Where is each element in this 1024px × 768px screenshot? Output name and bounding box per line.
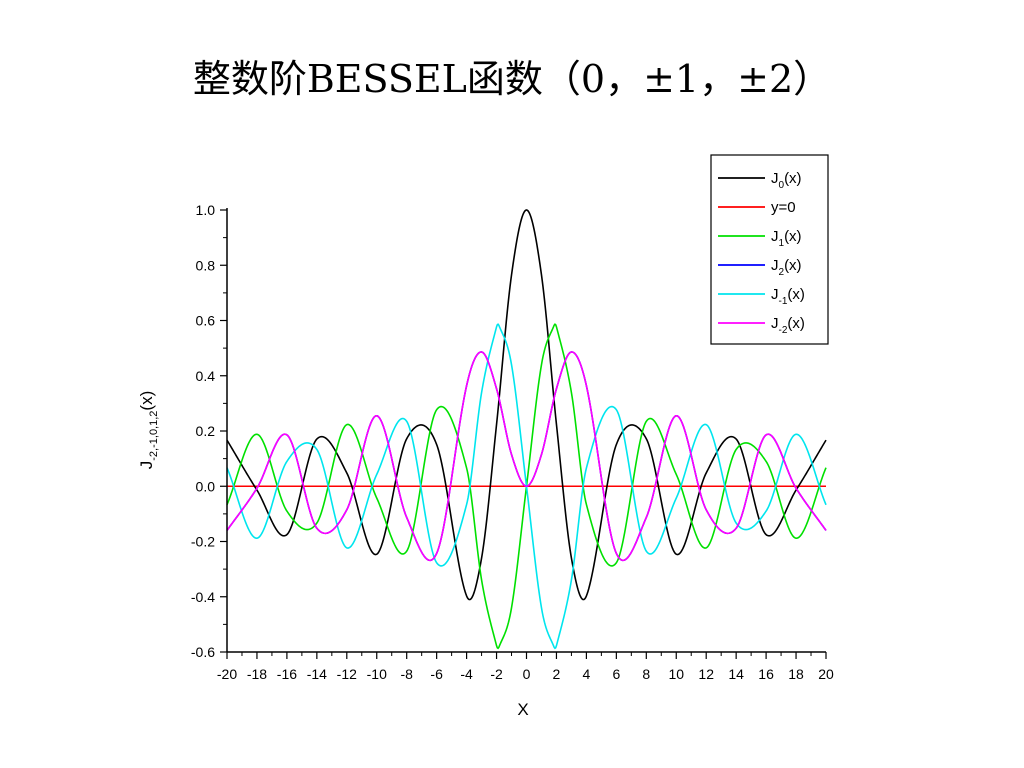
y-tick-label: 0.6 (196, 313, 216, 329)
legend-box (710, 154, 829, 345)
y-tick-label: 0.0 (196, 478, 216, 494)
y-tick-label: -0.6 (191, 644, 215, 660)
y-tick-label: -0.4 (191, 589, 215, 605)
y-tick-label: 0.4 (196, 368, 216, 384)
legend-label: J0(x) (771, 170, 802, 191)
legend: J0(x) y=0 J1(x) J2(x) J-1(x) J-2(x) (710, 154, 829, 345)
y-tick-label: -0.2 (191, 534, 215, 550)
x-tick-label: -14 (307, 666, 327, 682)
y-tick-label: 1.0 (196, 202, 216, 218)
x-tick-label: 8 (642, 666, 650, 682)
y-tick-label: 0.2 (196, 423, 216, 439)
legend-label: J2(x) (771, 257, 802, 278)
x-tick-label: -12 (337, 666, 357, 682)
x-tick-label: -2 (490, 666, 503, 682)
legend-label: y=0 (771, 199, 796, 216)
x-tick-label: -18 (247, 666, 267, 682)
x-tick-label: 18 (788, 666, 804, 682)
series-line-j0x (226, 209, 827, 601)
x-tick-label: 6 (612, 666, 620, 682)
x-tick-label: 4 (583, 666, 591, 682)
x-tick-label: -20 (217, 666, 237, 682)
x-tick-label: 14 (728, 666, 744, 682)
x-tick-label: -16 (277, 666, 297, 682)
x-tick-label: 10 (668, 666, 684, 682)
legend-label: J-2(x) (771, 315, 805, 336)
x-tick-label: -10 (367, 666, 387, 682)
x-tick-label: 20 (818, 666, 834, 682)
y-axis-title: J-2,-1,0,1,2(x) (137, 391, 160, 469)
x-tick-label: -8 (400, 666, 413, 682)
x-tick-label: 2 (553, 666, 561, 682)
x-tick-label: -6 (430, 666, 443, 682)
x-tick-label: -4 (460, 666, 473, 682)
x-tick-label: 0 (523, 666, 531, 682)
x-axis-title: X (517, 700, 528, 719)
legend-label: J-1(x) (771, 286, 805, 307)
series-line-j-2x (226, 351, 827, 562)
legend-label: J1(x) (771, 228, 802, 249)
slide-title: 整数阶BESSEL函数（0，±1，±2） (192, 57, 832, 101)
x-tick-label: 12 (698, 666, 714, 682)
x-tick-label: 16 (758, 666, 774, 682)
x-ticks: -20 -18 -16 -14 -12 -10 -8 -6 -4 -2 0 2 4 6 8 10 12 14 16 1… (217, 652, 834, 682)
y-ticks: -0.6 -0.4 -0.2 0.0 0.2 0.4 0.6 0.8 1.0 (191, 202, 227, 660)
y-tick-label: 0.8 (196, 257, 216, 273)
curves-layer (226, 209, 827, 650)
